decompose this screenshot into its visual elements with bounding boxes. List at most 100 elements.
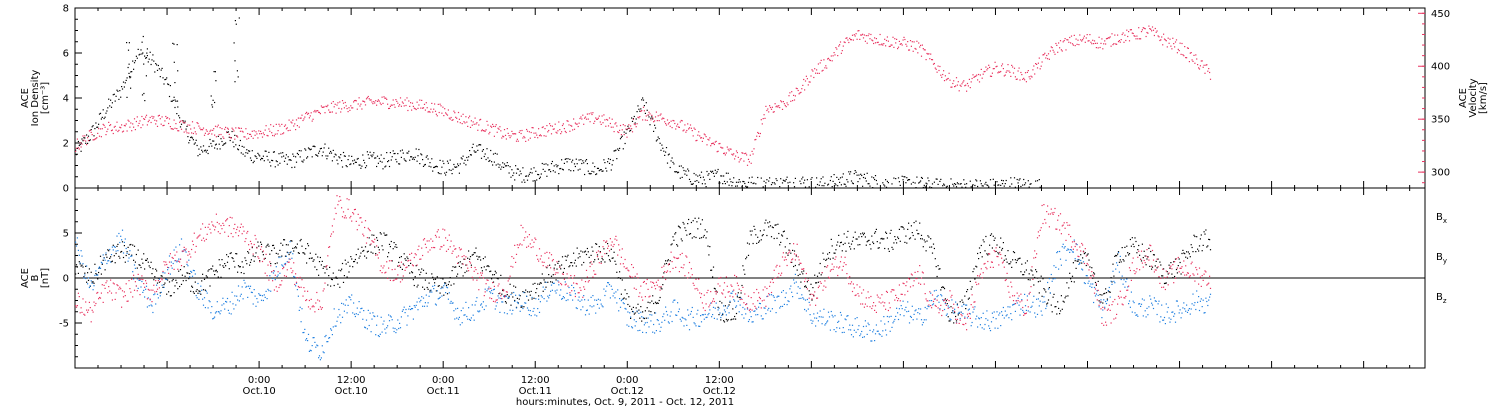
data-point	[241, 130, 243, 132]
data-point	[607, 119, 609, 121]
data-point	[645, 317, 647, 319]
data-point	[777, 223, 779, 225]
data-point	[620, 300, 622, 302]
data-point	[127, 119, 129, 121]
data-point	[662, 316, 664, 318]
data-point	[960, 85, 962, 87]
data-point	[575, 265, 577, 267]
data-point	[438, 285, 440, 287]
data-point	[1187, 251, 1189, 253]
data-point	[360, 103, 362, 105]
data-point	[370, 99, 372, 101]
data-point	[573, 163, 576, 165]
data-point	[353, 101, 355, 103]
data-point	[967, 85, 969, 87]
data-point	[282, 133, 284, 135]
data-point	[128, 257, 130, 259]
data-point	[1021, 74, 1023, 76]
data-point	[445, 282, 447, 284]
data-point	[531, 296, 533, 299]
data-point	[220, 310, 222, 312]
data-point	[782, 101, 784, 103]
data-point	[110, 106, 113, 108]
data-point	[420, 153, 422, 155]
data-point	[99, 267, 102, 269]
data-point	[691, 237, 693, 239]
data-point	[696, 139, 698, 141]
data-point	[838, 178, 840, 180]
data-point	[408, 100, 410, 102]
data-point	[676, 314, 678, 316]
data-point	[1012, 66, 1014, 68]
data-point	[721, 314, 723, 316]
data-point	[724, 305, 726, 307]
data-point	[1033, 284, 1035, 286]
data-point	[631, 308, 633, 310]
data-point	[291, 257, 293, 259]
y-axis-label: B	[30, 274, 41, 281]
data-point	[111, 129, 113, 131]
data-point	[698, 131, 700, 133]
data-point	[844, 183, 846, 185]
data-point	[675, 171, 677, 173]
data-point	[165, 78, 167, 80]
data-point	[573, 290, 576, 292]
data-point	[825, 65, 827, 67]
data-point	[142, 262, 144, 264]
data-point	[1179, 309, 1181, 311]
data-point	[529, 310, 531, 312]
data-point	[95, 270, 97, 272]
data-point	[1185, 57, 1187, 59]
data-point	[713, 317, 715, 319]
data-point	[987, 254, 989, 256]
data-point	[673, 299, 675, 301]
data-point	[969, 180, 971, 182]
data-point	[825, 259, 827, 261]
data-point	[1008, 70, 1010, 72]
data-point	[387, 325, 389, 327]
data-point	[465, 301, 467, 303]
data-point	[125, 254, 127, 257]
data-point	[271, 132, 273, 134]
data-point	[708, 254, 710, 256]
data-point	[307, 340, 309, 342]
data-point	[366, 151, 368, 153]
data-point	[335, 325, 337, 327]
data-point	[1150, 28, 1152, 30]
data-point	[445, 292, 447, 294]
data-point	[267, 288, 269, 290]
data-point	[699, 237, 701, 239]
data-point	[912, 234, 914, 237]
data-point	[1014, 186, 1016, 188]
data-point	[549, 123, 551, 125]
data-point	[1182, 249, 1184, 251]
data-point	[1154, 300, 1156, 302]
data-point	[694, 128, 696, 130]
data-point	[1141, 29, 1143, 31]
data-point	[358, 97, 360, 99]
data-point	[328, 337, 330, 339]
data-point	[125, 79, 127, 81]
data-point	[587, 118, 589, 120]
data-point	[964, 183, 966, 185]
data-point	[941, 286, 943, 289]
data-point	[172, 42, 174, 44]
data-point	[1186, 57, 1188, 59]
data-point	[744, 273, 746, 275]
data-point	[457, 121, 459, 123]
data-point	[326, 106, 328, 108]
data-point	[957, 312, 959, 315]
data-point	[931, 183, 934, 185]
data-point	[695, 325, 697, 327]
data-point	[1103, 43, 1105, 45]
data-point	[595, 173, 597, 176]
data-point	[914, 47, 916, 50]
data-point	[955, 183, 957, 186]
data-point	[228, 136, 230, 138]
data-point	[388, 320, 391, 322]
data-point	[203, 297, 206, 299]
data-point	[1136, 252, 1138, 254]
data-point	[95, 138, 97, 140]
data-point	[109, 257, 111, 259]
data-point	[1025, 81, 1027, 83]
